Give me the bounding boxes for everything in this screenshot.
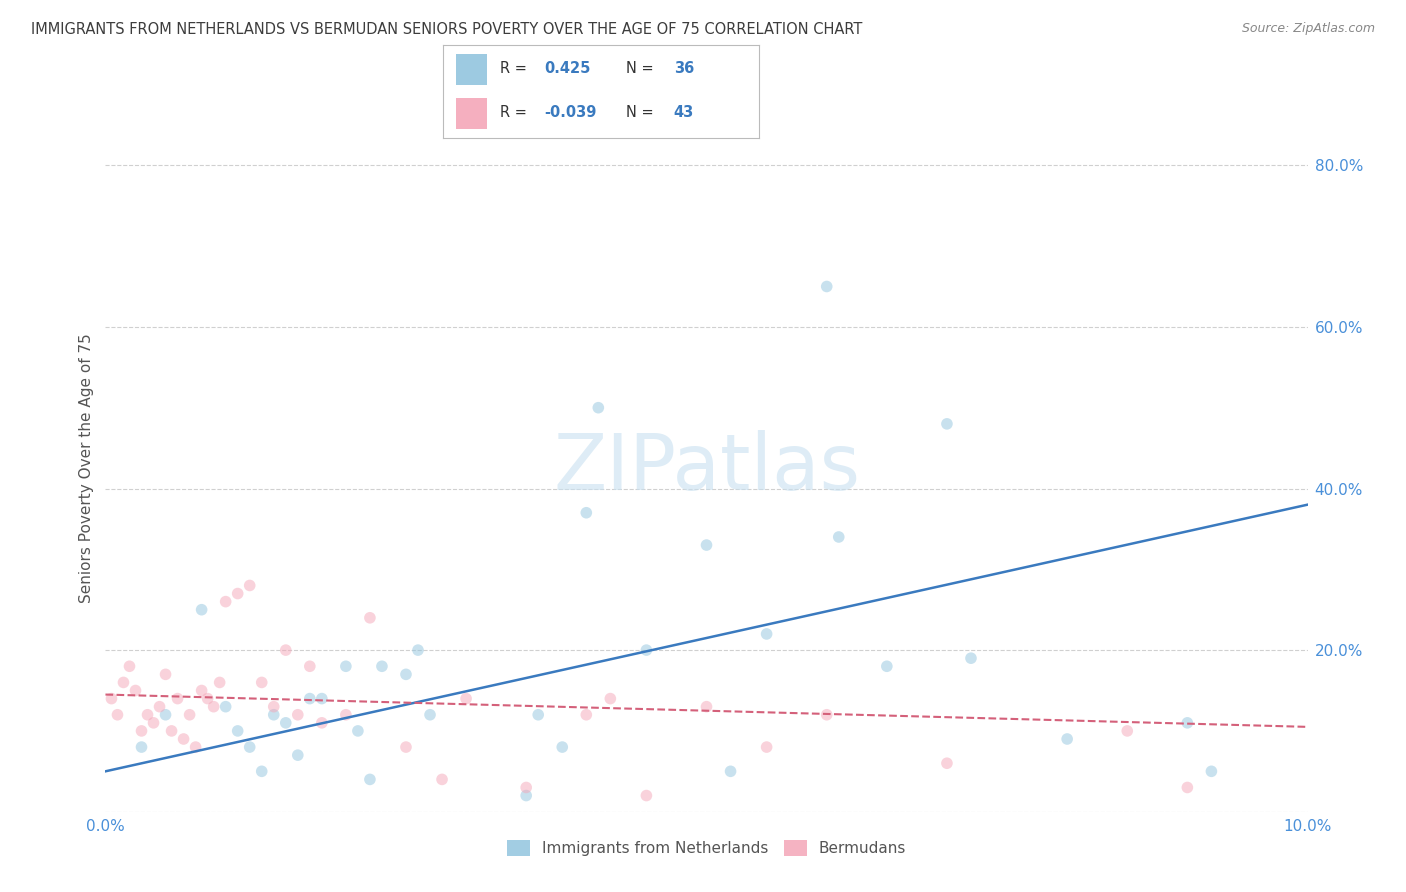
Bar: [456, 98, 486, 129]
Text: 36: 36: [673, 61, 695, 76]
Bar: [456, 54, 486, 85]
Point: [190, 603, 212, 617]
Y-axis label: Seniors Poverty Over the Age of 75: Seniors Poverty Over the Age of 75: [79, 334, 94, 603]
Point: [155, 707, 177, 722]
Point: [828, 530, 851, 544]
Text: IMMIGRANTS FROM NETHERLANDS VS BERMUDAN SENIORS POVERTY OVER THE AGE OF 75 CORRE: IMMIGRANTS FROM NETHERLANDS VS BERMUDAN …: [31, 22, 862, 37]
Point: [298, 691, 321, 706]
Point: [815, 707, 838, 722]
Legend: Immigrants from Netherlands, Bermudans: Immigrants from Netherlands, Bermudans: [501, 834, 912, 863]
Point: [636, 643, 658, 657]
Text: Source: ZipAtlas.com: Source: ZipAtlas.com: [1241, 22, 1375, 36]
Point: [347, 723, 370, 738]
Point: [1175, 715, 1198, 730]
Point: [155, 667, 177, 681]
Point: [142, 715, 165, 730]
Point: [214, 594, 236, 608]
Point: [131, 740, 153, 755]
Point: [335, 707, 357, 722]
Point: [148, 699, 170, 714]
Point: [395, 740, 418, 755]
Point: [298, 659, 321, 673]
Point: [588, 401, 610, 415]
Point: [876, 659, 898, 673]
Point: [371, 659, 394, 673]
Point: [173, 731, 195, 746]
Text: 0.425: 0.425: [544, 61, 591, 76]
Point: [226, 586, 249, 600]
Point: [527, 707, 550, 722]
Point: [202, 699, 225, 714]
Point: [430, 772, 453, 787]
Point: [515, 780, 537, 795]
Point: [755, 627, 778, 641]
Point: [226, 723, 249, 738]
Point: [131, 723, 153, 738]
Point: [214, 699, 236, 714]
Point: [197, 691, 219, 706]
Point: [311, 715, 333, 730]
Point: [263, 707, 285, 722]
Point: [311, 691, 333, 706]
Point: [239, 740, 262, 755]
Point: [287, 707, 309, 722]
Point: [166, 691, 188, 706]
Point: [456, 691, 478, 706]
Text: N =: N =: [627, 61, 658, 76]
Point: [359, 772, 381, 787]
Point: [575, 506, 598, 520]
Point: [112, 675, 135, 690]
Point: [696, 538, 718, 552]
Point: [936, 417, 959, 431]
Text: R =: R =: [501, 61, 531, 76]
Point: [1175, 780, 1198, 795]
Point: [395, 667, 418, 681]
Point: [815, 279, 838, 293]
Text: -0.039: -0.039: [544, 105, 596, 120]
Point: [515, 789, 537, 803]
Point: [335, 659, 357, 673]
Point: [124, 683, 146, 698]
Point: [208, 675, 231, 690]
Point: [755, 740, 778, 755]
Point: [936, 756, 959, 771]
Point: [960, 651, 983, 665]
Point: [1201, 764, 1223, 779]
Point: [160, 723, 183, 738]
Point: [250, 764, 273, 779]
Text: R =: R =: [501, 105, 531, 120]
Point: [274, 643, 297, 657]
Point: [575, 707, 598, 722]
Text: N =: N =: [627, 105, 658, 120]
Point: [1116, 723, 1139, 738]
Point: [406, 643, 429, 657]
Point: [287, 748, 309, 763]
Point: [696, 699, 718, 714]
Text: ZIPatlas: ZIPatlas: [553, 430, 860, 507]
Point: [274, 715, 297, 730]
Point: [359, 611, 381, 625]
Point: [190, 683, 212, 698]
Point: [1056, 731, 1078, 746]
Point: [720, 764, 742, 779]
Point: [250, 675, 273, 690]
Point: [263, 699, 285, 714]
Text: 43: 43: [673, 105, 695, 120]
Point: [239, 578, 262, 592]
Point: [179, 707, 201, 722]
Point: [100, 691, 122, 706]
Point: [184, 740, 207, 755]
Point: [599, 691, 621, 706]
Point: [107, 707, 129, 722]
Point: [636, 789, 658, 803]
Point: [551, 740, 574, 755]
Point: [118, 659, 141, 673]
Point: [419, 707, 441, 722]
Point: [136, 707, 159, 722]
